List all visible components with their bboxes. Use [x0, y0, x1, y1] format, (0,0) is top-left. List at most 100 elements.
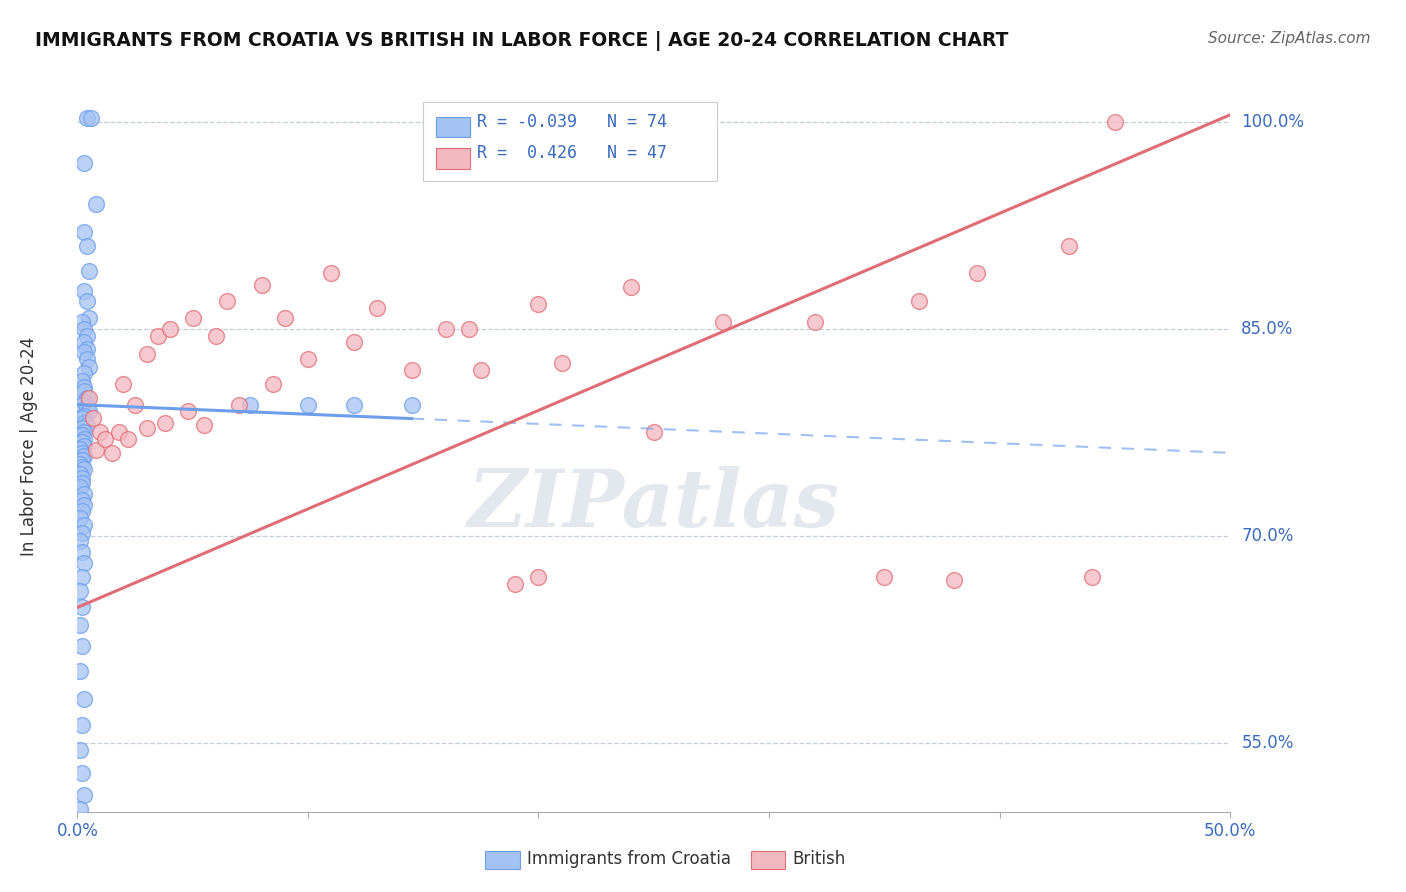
- Point: [70, 525, 93, 540]
- Point: [873, 570, 896, 584]
- Point: [73, 416, 96, 430]
- Point: [69, 467, 91, 481]
- Point: [70, 492, 93, 507]
- Point: [77, 391, 100, 405]
- Point: [135, 421, 157, 435]
- Point: [76, 343, 98, 357]
- Text: R =  0.426   N = 47: R = 0.426 N = 47: [478, 145, 668, 162]
- Point: [69, 664, 91, 678]
- Point: [620, 280, 643, 294]
- Point: [69, 442, 91, 456]
- Point: [70, 452, 93, 467]
- FancyBboxPatch shape: [436, 148, 471, 169]
- Point: [70, 766, 93, 780]
- Point: [70, 570, 93, 584]
- Point: [76, 111, 98, 125]
- Point: [73, 345, 96, 359]
- Text: 55.0%: 55.0%: [1241, 734, 1294, 752]
- Point: [70, 504, 93, 518]
- Point: [89, 425, 111, 440]
- Point: [366, 301, 388, 315]
- Point: [319, 267, 342, 281]
- Point: [69, 510, 91, 524]
- Point: [908, 294, 931, 309]
- Point: [458, 321, 481, 335]
- Point: [70, 459, 93, 474]
- Point: [804, 315, 827, 329]
- Point: [70, 398, 93, 412]
- Point: [70, 428, 93, 442]
- Point: [228, 398, 250, 412]
- Point: [711, 315, 734, 329]
- Point: [470, 363, 492, 377]
- Point: [401, 363, 423, 377]
- Point: [181, 310, 204, 325]
- Point: [73, 384, 96, 398]
- Point: [159, 321, 181, 335]
- Point: [73, 691, 96, 706]
- Point: [108, 425, 131, 440]
- Point: [76, 239, 98, 253]
- Point: [1057, 239, 1080, 253]
- Point: [69, 457, 91, 471]
- Point: [73, 432, 96, 446]
- Point: [73, 335, 96, 350]
- Point: [70, 374, 93, 388]
- FancyBboxPatch shape: [485, 851, 520, 869]
- Point: [73, 156, 96, 170]
- Point: [73, 285, 96, 299]
- Point: [70, 476, 93, 491]
- Point: [84, 443, 107, 458]
- Point: [70, 315, 93, 329]
- Text: IMMIGRANTS FROM CROATIA VS BRITISH IN LABOR FORCE | AGE 20-24 CORRELATION CHART: IMMIGRANTS FROM CROATIA VS BRITISH IN LA…: [35, 31, 1008, 51]
- Text: 85.0%: 85.0%: [1241, 319, 1294, 338]
- Point: [193, 418, 215, 433]
- Point: [966, 267, 988, 281]
- Point: [80, 111, 103, 125]
- Point: [153, 416, 176, 430]
- Point: [643, 425, 665, 440]
- Point: [73, 449, 96, 463]
- Text: R = -0.039   N = 74: R = -0.039 N = 74: [478, 113, 668, 131]
- Point: [76, 391, 98, 405]
- Point: [73, 394, 96, 409]
- Point: [73, 517, 96, 532]
- Point: [1081, 570, 1104, 584]
- Point: [401, 398, 423, 412]
- Point: [69, 802, 91, 816]
- Point: [505, 577, 527, 591]
- Point: [82, 411, 104, 425]
- Point: [73, 321, 96, 335]
- Point: [434, 321, 457, 335]
- Point: [274, 310, 297, 325]
- Point: [550, 356, 572, 370]
- Point: [77, 360, 100, 375]
- Point: [135, 346, 157, 360]
- Text: In Labor Force | Age 20-24: In Labor Force | Age 20-24: [20, 336, 38, 556]
- Point: [239, 398, 262, 412]
- Point: [73, 788, 96, 802]
- Point: [343, 398, 366, 412]
- Point: [297, 352, 319, 367]
- Point: [101, 446, 124, 460]
- Text: Immigrants from Croatia: Immigrants from Croatia: [527, 850, 731, 868]
- Point: [73, 409, 96, 423]
- Point: [146, 328, 169, 343]
- Text: British: British: [792, 850, 845, 868]
- Point: [76, 401, 98, 415]
- Point: [204, 328, 226, 343]
- Point: [73, 379, 96, 393]
- Text: 100.0%: 100.0%: [1241, 112, 1305, 131]
- Text: ZIPatlas: ZIPatlas: [468, 466, 839, 543]
- Point: [527, 297, 550, 311]
- Point: [117, 432, 139, 446]
- Point: [73, 425, 96, 440]
- Point: [70, 639, 93, 653]
- FancyBboxPatch shape: [751, 851, 785, 869]
- Point: [94, 432, 117, 446]
- Point: [70, 718, 93, 732]
- Point: [177, 404, 200, 418]
- Point: [73, 366, 96, 380]
- Point: [250, 277, 273, 292]
- Point: [77, 310, 100, 325]
